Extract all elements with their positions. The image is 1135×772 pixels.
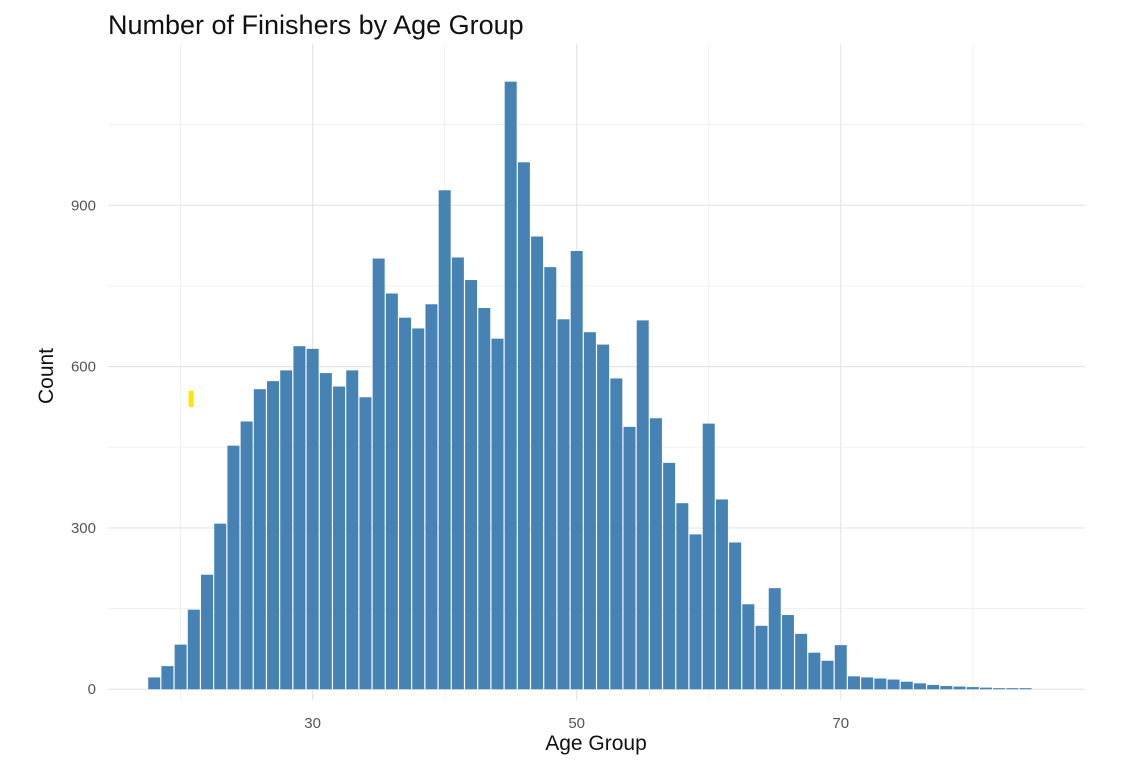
bar (953, 686, 966, 690)
tick-labels: 30 50 70 0 300 600 900 (71, 197, 849, 732)
bar (531, 236, 544, 690)
x-tick-label: 50 (568, 715, 585, 732)
bar (1006, 688, 1019, 690)
bar (861, 677, 874, 690)
bar (385, 293, 398, 690)
bar (583, 332, 596, 690)
bar (465, 280, 478, 690)
bar (636, 320, 649, 690)
bar (491, 338, 504, 690)
bar (187, 609, 200, 690)
bar (517, 162, 530, 690)
bar (821, 660, 834, 690)
bar (359, 397, 372, 690)
bar (676, 503, 689, 690)
bar (161, 666, 174, 690)
bar (253, 389, 266, 690)
bar (781, 615, 794, 690)
bars (148, 81, 1032, 690)
bar (649, 418, 662, 690)
bar (333, 386, 346, 690)
highlight-marker (188, 390, 194, 407)
bar (663, 462, 676, 690)
bar (768, 588, 781, 690)
bar (544, 267, 557, 690)
bar (425, 304, 438, 690)
chart-title: Number of Finishers by Age Group (108, 10, 524, 40)
bar (927, 684, 940, 690)
bar (715, 499, 728, 690)
bar (755, 625, 768, 690)
bar (399, 317, 412, 690)
bar (702, 423, 715, 690)
bar (900, 681, 913, 690)
bar (504, 81, 517, 690)
bar (1019, 688, 1032, 690)
bar (729, 542, 742, 690)
marker-layer (188, 390, 194, 407)
bar (795, 633, 808, 690)
bar (372, 258, 385, 690)
bar (834, 645, 847, 690)
bar (887, 679, 900, 690)
bar (979, 687, 992, 690)
bar (267, 381, 280, 690)
bar (451, 257, 464, 690)
bar (874, 678, 887, 690)
bar (966, 687, 979, 690)
bar (847, 676, 860, 690)
bar (478, 308, 491, 690)
bar (412, 328, 425, 690)
bar (623, 426, 636, 690)
bar (438, 190, 451, 690)
y-tick-label: 900 (71, 197, 96, 214)
y-tick-label: 600 (71, 359, 96, 376)
bar (280, 370, 293, 690)
bar (227, 445, 240, 690)
bar (174, 644, 187, 690)
y-tick-label: 0 (88, 681, 96, 698)
bar (148, 677, 161, 690)
bar (940, 686, 953, 690)
bar (214, 523, 227, 690)
bar (913, 683, 926, 690)
bar (808, 652, 821, 690)
x-tick-label: 70 (832, 715, 849, 732)
bar (346, 370, 359, 690)
bar (319, 373, 332, 690)
bar (993, 688, 1006, 690)
bar (597, 344, 610, 690)
bar (557, 319, 570, 690)
bar (742, 604, 755, 690)
y-tick-label: 300 (71, 520, 96, 537)
bar (240, 421, 253, 690)
bar (306, 348, 319, 690)
x-axis-label: Age Group (545, 732, 647, 755)
bar (570, 251, 583, 690)
bar (201, 574, 214, 690)
x-tick-label: 30 (304, 715, 321, 732)
bar (293, 346, 306, 690)
bar (610, 378, 623, 690)
bar (689, 534, 702, 690)
